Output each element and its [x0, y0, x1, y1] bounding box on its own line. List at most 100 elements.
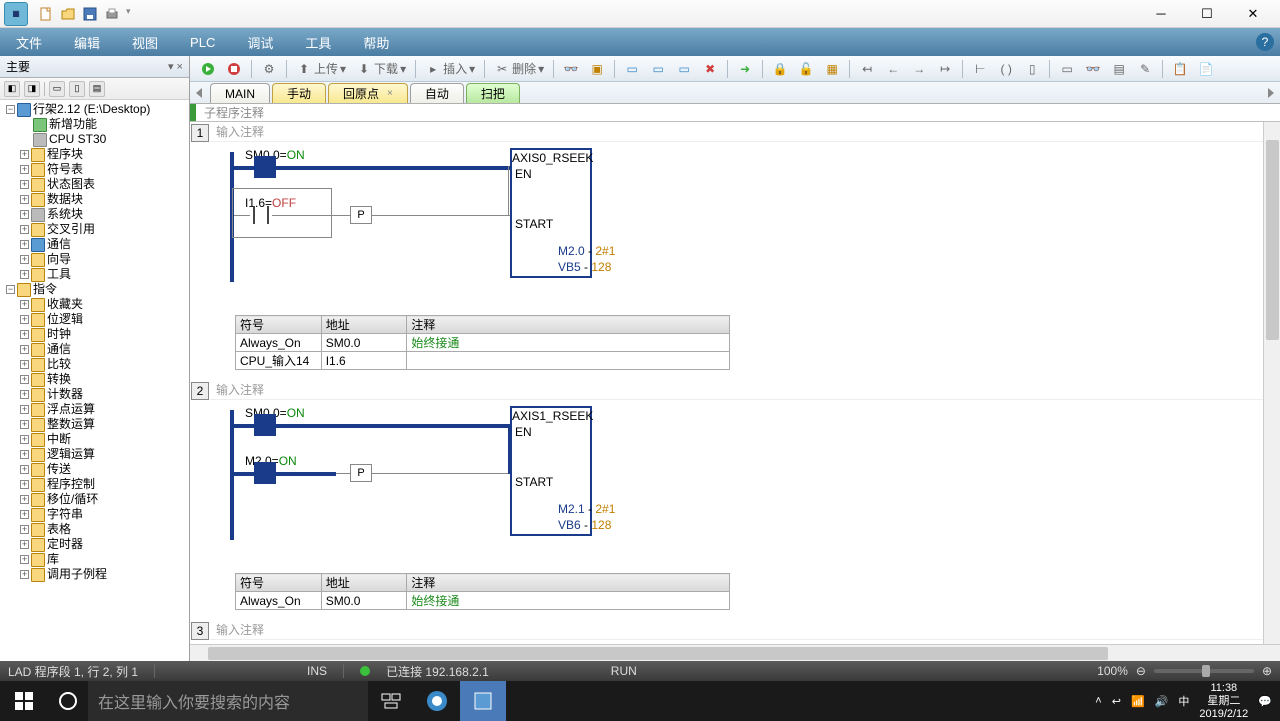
tb-lock2[interactable]: 🔓 [794, 59, 818, 79]
print-icon[interactable] [104, 6, 120, 22]
function-block[interactable]: AXIS0_RSEEKENSTART [510, 148, 592, 278]
task-view-icon[interactable] [368, 681, 414, 721]
menu-tools[interactable]: 工具 [289, 28, 347, 56]
tb-lock1[interactable]: 🔒 [768, 59, 792, 79]
delete-button[interactable]: ✂删除 ▾ [490, 59, 548, 79]
tray-volume-icon[interactable]: 🔊 [1155, 695, 1169, 708]
tree-instruction-group[interactable]: +逻辑运算 [20, 447, 189, 462]
tb-clip1[interactable]: 📋 [1168, 59, 1192, 79]
start-button[interactable] [0, 681, 48, 721]
menu-edit[interactable]: 编辑 [58, 28, 116, 56]
menu-help[interactable]: 帮助 [347, 28, 405, 56]
taskbar-app-1[interactable] [414, 681, 460, 721]
close-button[interactable]: ✕ [1230, 0, 1276, 28]
new-icon[interactable] [38, 6, 54, 22]
tree-instruction-group[interactable]: +浮点运算 [20, 402, 189, 417]
ladder-editor[interactable]: 1输入注释SM0.0=ONI1.6=OFFPAXIS0_RSEEKENSTART… [190, 122, 1280, 644]
tb-nav4[interactable]: ↦ [933, 59, 957, 79]
ladder-rung[interactable]: SM0.0=ONI1.6=OFFPAXIS0_RSEEKENSTARTM2.0 … [210, 142, 1280, 307]
tb-box3[interactable]: ▤ [1107, 59, 1131, 79]
tab-sweep[interactable]: 扫把 [466, 83, 520, 103]
tree-item[interactable]: +向导 [20, 252, 189, 267]
network-comment[interactable]: 输入注释 [210, 122, 1280, 142]
tree-item[interactable]: +数据块 [20, 192, 189, 207]
tb-nav2[interactable]: ← [881, 59, 905, 79]
help-icon[interactable]: ? [1256, 33, 1274, 51]
menu-view[interactable]: 视图 [116, 28, 174, 56]
tb-box4[interactable]: ✎ [1133, 59, 1157, 79]
minimize-button[interactable]: ─ [1138, 0, 1184, 28]
tb-box2[interactable]: 👓 [1081, 59, 1105, 79]
tb-contact1[interactable]: ⊢ [968, 59, 992, 79]
tree-instruction-group[interactable]: +程序控制 [20, 477, 189, 492]
tabs-scroll-right-icon[interactable] [1268, 88, 1274, 98]
tree-instruction-group[interactable]: +比较 [20, 357, 189, 372]
zoom-out-button[interactable]: ⊖ [1136, 664, 1146, 678]
tree-instructions-root[interactable]: −指令 [6, 282, 189, 297]
tb-b[interactable]: ▭ [646, 59, 670, 79]
tb-clip2[interactable]: 📄 [1194, 59, 1218, 79]
menu-plc[interactable]: PLC [174, 28, 231, 56]
tree-instruction-group[interactable]: +传送 [20, 462, 189, 477]
tab-auto[interactable]: 自动 [410, 83, 464, 103]
tab-home[interactable]: 回原点× [328, 83, 408, 103]
tray-up-icon[interactable]: ˄ [1095, 695, 1101, 707]
tree-instruction-group[interactable]: +通信 [20, 342, 189, 357]
vertical-scrollbar[interactable] [1263, 122, 1280, 644]
zoom-in-button[interactable]: ⊕ [1262, 664, 1272, 678]
tb-nav1[interactable]: ↤ [855, 59, 879, 79]
tb-lock3[interactable]: ▦ [820, 59, 844, 79]
tree-instruction-group[interactable]: +库 [20, 552, 189, 567]
tray-network-icon[interactable]: 📶 [1131, 695, 1145, 708]
taskbar-search[interactable]: 在这里输入你要搜索的内容 [88, 681, 368, 721]
insert-button[interactable]: ▸插入 ▾ [421, 59, 479, 79]
tb-icon-1[interactable]: ◧ [4, 81, 20, 97]
tray-missed-icon[interactable]: ↩ [1112, 695, 1121, 708]
tb-icon-5[interactable]: ▤ [89, 81, 105, 97]
tb-icon-3[interactable]: ▭ [49, 81, 65, 97]
tree-instruction-group[interactable]: +中断 [20, 432, 189, 447]
tray-ime[interactable]: 中 [1178, 693, 1189, 709]
tb-contact3[interactable]: ▯ [1020, 59, 1044, 79]
tree-item[interactable]: +交叉引用 [20, 222, 189, 237]
monitor2-button[interactable]: ▣ [585, 59, 609, 79]
tb-nav3[interactable]: → [907, 59, 931, 79]
tb-icon-4[interactable]: ▯ [69, 81, 85, 97]
save-icon[interactable] [82, 6, 98, 22]
run-button[interactable] [196, 59, 220, 79]
project-tree[interactable]: −行架2.12 (E:\Desktop) 新增功能CPU ST30+程序块+符号… [0, 100, 189, 661]
tab-manual[interactable]: 手动 [272, 83, 326, 103]
tb-d[interactable]: ✖ [698, 59, 722, 79]
tab-close-icon[interactable]: × [387, 88, 393, 99]
network-comment[interactable]: 输入注释 [210, 380, 1280, 400]
upload-button[interactable]: ⬆上传 ▾ [292, 59, 350, 79]
tree-item[interactable]: +系统块 [20, 207, 189, 222]
tree-instruction-group[interactable]: +位逻辑 [20, 312, 189, 327]
tree-item[interactable]: +程序块 [20, 147, 189, 162]
menu-file[interactable]: 文件 [0, 28, 58, 56]
tb-c[interactable]: ▭ [672, 59, 696, 79]
tree-item[interactable]: CPU ST30 [20, 132, 189, 147]
notification-icon[interactable]: 💬 [1258, 695, 1272, 708]
tree-project-root[interactable]: −行架2.12 (E:\Desktop) [6, 102, 189, 117]
open-icon[interactable] [60, 6, 76, 22]
qat-dropdown-icon[interactable]: ▾ [126, 6, 136, 22]
taskbar-app-2[interactable] [460, 681, 506, 721]
tb-e[interactable]: ➜ [733, 59, 757, 79]
tree-instruction-group[interactable]: +整数运算 [20, 417, 189, 432]
tb-contact2[interactable]: ( ) [994, 59, 1018, 79]
tree-instruction-group[interactable]: +调用子例程 [20, 567, 189, 582]
zoom-slider[interactable] [1154, 669, 1254, 673]
tree-instruction-group[interactable]: +表格 [20, 522, 189, 537]
tb-a[interactable]: ▭ [620, 59, 644, 79]
tree-instruction-group[interactable]: +时钟 [20, 327, 189, 342]
tree-instruction-group[interactable]: +收藏夹 [20, 297, 189, 312]
download-button[interactable]: ⬇下载 ▾ [352, 59, 410, 79]
tab-main[interactable]: MAIN [210, 83, 270, 103]
tb-icon-2[interactable]: ◨ [24, 81, 40, 97]
tree-instruction-group[interactable]: +转换 [20, 372, 189, 387]
tree-instruction-group[interactable]: +定时器 [20, 537, 189, 552]
ladder-rung[interactable]: SM0.0=ONM2.0=ONPAXIS1_RSEEKENSTARTM2.1 -… [210, 400, 1280, 565]
tree-item[interactable]: 新增功能 [20, 117, 189, 132]
stop-button[interactable] [222, 59, 246, 79]
